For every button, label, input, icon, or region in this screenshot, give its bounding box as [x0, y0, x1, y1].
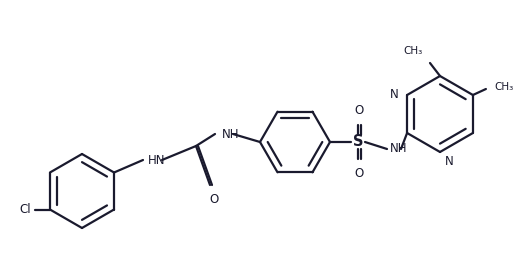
- Text: HN: HN: [148, 153, 166, 167]
- Text: N: N: [445, 155, 454, 168]
- Text: CH₃: CH₃: [404, 46, 423, 56]
- Text: N: N: [390, 88, 399, 102]
- Text: O: O: [209, 193, 219, 206]
- Text: CH₃: CH₃: [494, 82, 513, 92]
- Text: NH: NH: [390, 143, 407, 155]
- Text: O: O: [354, 167, 364, 180]
- Text: NH: NH: [222, 128, 240, 141]
- Text: S: S: [353, 134, 363, 150]
- Text: Cl: Cl: [19, 203, 31, 216]
- Text: O: O: [354, 104, 364, 117]
